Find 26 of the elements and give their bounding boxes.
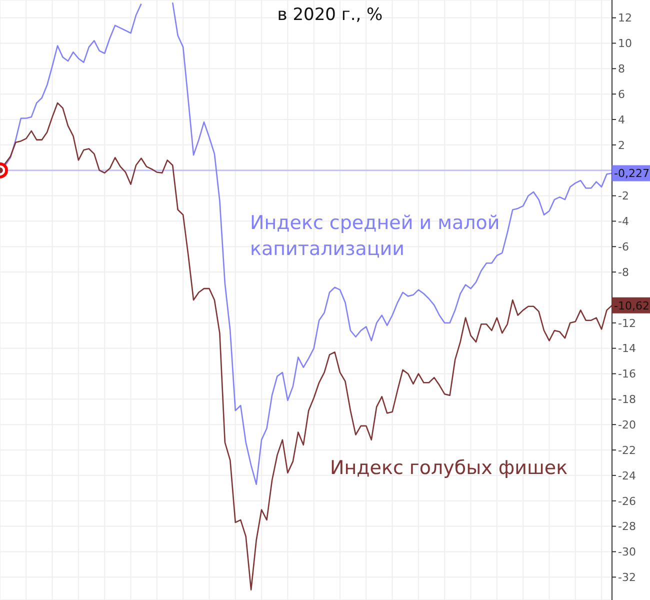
series-label: Индекс голубых фишек: [330, 456, 569, 481]
data-label: -10,62: [614, 299, 650, 312]
series-label: Индекс средней и малой капитализации: [250, 211, 500, 262]
y-tick-label: -26: [618, 494, 636, 508]
y-tick-label: -30: [618, 546, 636, 559]
y-tick-label: 6: [618, 88, 625, 101]
y-tick-label: -28: [618, 520, 636, 534]
y-tick-label: -6: [618, 240, 629, 254]
y-tick-label: -4: [618, 215, 629, 228]
y-tick-label: -22: [618, 444, 636, 457]
y-tick-label: -18: [618, 393, 636, 406]
y-tick-label: -14: [618, 342, 636, 356]
y-tick-label: -32: [618, 571, 636, 584]
y-tick-label: 2: [618, 138, 625, 152]
y-tick-label: 8: [618, 62, 625, 76]
y-tick-label: -24: [618, 469, 636, 482]
y-tick-label: -8: [618, 266, 629, 279]
y-tick-label: -12: [618, 316, 636, 330]
data-label: -0,227: [614, 167, 650, 180]
y-tick-label: 12: [618, 12, 632, 25]
y-tick-label: 4: [618, 113, 625, 126]
chart-title: в 2020 г., %: [277, 5, 383, 25]
y-tick-label: -20: [618, 418, 636, 432]
y-tick-label: -16: [618, 368, 636, 381]
y-tick-label: -2: [618, 190, 629, 203]
y-tick-label: 10: [618, 37, 632, 50]
